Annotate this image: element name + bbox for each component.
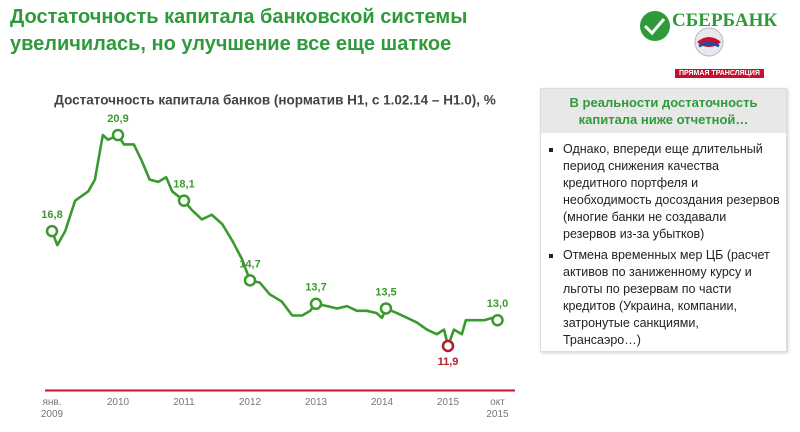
- live-badge: ПРЯМАЯ ТРАНСЛЯЦИЯ: [675, 69, 764, 78]
- data-line: [50, 133, 499, 348]
- data-label: 16,8: [41, 209, 62, 221]
- x-tick-label: 2010: [106, 397, 130, 408]
- x-tick-label: 2013: [304, 397, 328, 408]
- x-tick-label: окт 2015: [486, 397, 509, 420]
- x-tick-label: 2011: [173, 397, 195, 408]
- info-panel: В реальности достаточность капитала ниже…: [540, 88, 787, 352]
- point-marker: [177, 194, 191, 207]
- point-marker: [309, 297, 323, 311]
- point-marker: [441, 339, 455, 353]
- point-marker: [243, 274, 257, 287]
- x-tick-label: 2014: [370, 397, 394, 408]
- x-tick-label: 2012: [238, 397, 262, 408]
- x-tick-label: янв. 2009: [40, 397, 64, 420]
- bullet: Отмена временных мер ЦБ (расчет активов …: [563, 247, 780, 349]
- slide-title: Достаточность капитала банковской систем…: [10, 6, 468, 55]
- data-label: 20,9: [107, 113, 128, 125]
- point-marker: [45, 224, 59, 238]
- data-label: 13,5: [375, 286, 396, 298]
- bullet: Однако, впереди еще длительный период сн…: [563, 141, 780, 243]
- data-label: 11,9: [438, 356, 459, 368]
- point-marker: [111, 128, 125, 142]
- point-marker: [379, 302, 393, 315]
- chart-title: Достаточность капитала банков (норматив …: [54, 93, 495, 108]
- data-label: 18,1: [173, 179, 194, 191]
- bullet-list: Однако, впереди еще длительный период сн…: [541, 141, 780, 349]
- logo: СБЕРБАНК: [672, 10, 778, 31]
- point-marker: [491, 313, 504, 327]
- data-label: 13,7: [305, 282, 326, 294]
- data-label: 13,0: [487, 298, 508, 310]
- x-tick-label: 2015: [436, 397, 460, 408]
- panel-heading: В реальности достаточность капитала ниже…: [541, 89, 786, 133]
- emblem-stripe: [698, 42, 720, 48]
- data-label: 14,7: [239, 258, 260, 270]
- logo-check: [643, 18, 666, 36]
- logo-mark: [640, 11, 670, 41]
